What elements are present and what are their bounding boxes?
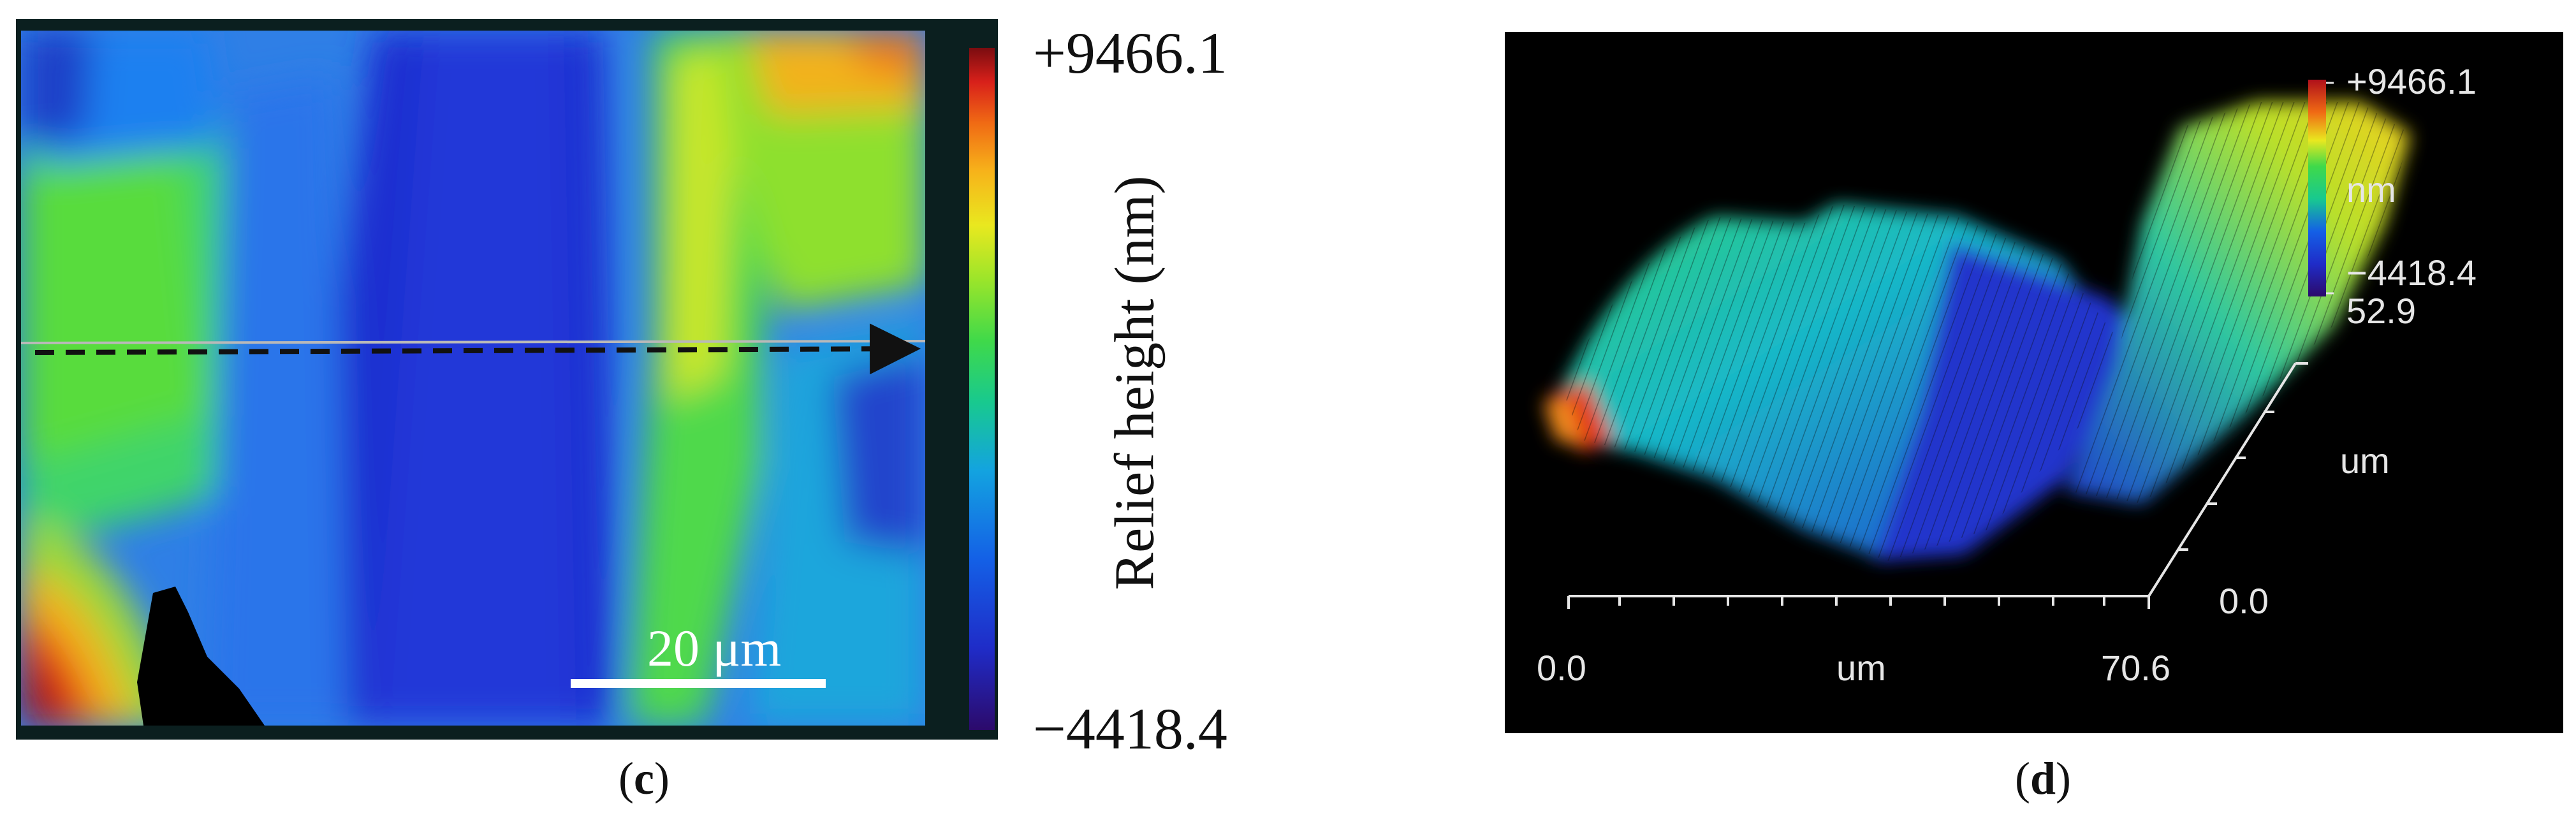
panel-d-tag: (d): [2015, 752, 2071, 805]
panel-c-profile-line: [20, 340, 926, 344]
panel-d-y-max: 52.9: [2346, 291, 2416, 331]
panel-d-x-min: 0.0: [1537, 648, 1586, 688]
panel-d-x-unit: um: [1836, 648, 1886, 688]
panel-d-colorbar-ticks: [2326, 82, 2334, 295]
panel-c-void-region: [137, 587, 265, 726]
panel-c-tag-letter: c: [633, 753, 654, 804]
panel-d-y-unit: um: [2340, 441, 2390, 481]
panel-c-colorbar: [969, 48, 995, 730]
panel-d-tag-open: (: [2015, 753, 2030, 804]
panel-c-scale-bar: [571, 679, 826, 688]
panel-d-colorbar-max: +9466.1: [2346, 61, 2477, 101]
panel-d-axes: [1567, 362, 2308, 609]
panel-c-height-map: [16, 19, 998, 740]
panel-d: +9466.1 nm −4418.4 52.9 um 0.0 0.0 um 70…: [1505, 32, 2563, 804]
panel-d-colorbar-unit: nm: [2346, 170, 2396, 210]
panel-d-tag-close: ): [2056, 753, 2072, 804]
panel-c-tag-open: (: [618, 753, 634, 804]
panel-d-surface: [1543, 102, 2410, 561]
panel-c-tag-close: ): [654, 753, 670, 804]
panel-c-profile-arrow: [34, 323, 921, 375]
panel-c-scale-bar-label: 20 μm: [647, 619, 782, 677]
panel-d-colorbar: [2308, 80, 2326, 296]
panel-c-tag: (c): [618, 752, 670, 805]
panel-c: 20 μm +9466.1 −4418.4 Relief height (nm)…: [16, 19, 1227, 805]
panel-d-y-min: 0.0: [2219, 581, 2269, 621]
panel-d-colorbar-min: −4418.4: [2346, 252, 2477, 293]
panel-c-colorbar-max: +9466.1: [1033, 20, 1227, 85]
panel-d-3d-surface-plot: [1505, 32, 2563, 733]
panel-d-tag-letter: d: [2030, 753, 2056, 804]
panel-c-axis-label: Relief height (nm): [1104, 175, 1166, 590]
panel-c-colorbar-min: −4418.4: [1033, 696, 1227, 761]
panel-d-x-max: 70.6: [2101, 648, 2170, 688]
